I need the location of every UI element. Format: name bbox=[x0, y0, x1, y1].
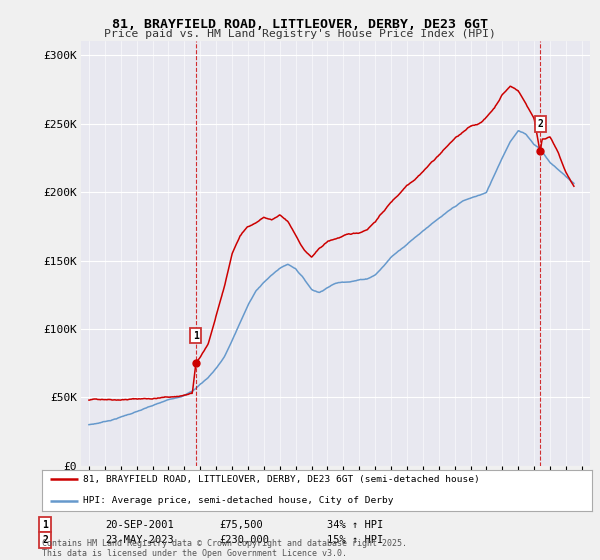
Text: Contains HM Land Registry data © Crown copyright and database right 2025.
This d: Contains HM Land Registry data © Crown c… bbox=[42, 539, 407, 558]
Text: 1: 1 bbox=[193, 330, 199, 340]
Text: 23-MAY-2023: 23-MAY-2023 bbox=[105, 535, 174, 545]
Text: HPI: Average price, semi-detached house, City of Derby: HPI: Average price, semi-detached house,… bbox=[83, 496, 394, 505]
Text: 15% ↑ HPI: 15% ↑ HPI bbox=[327, 535, 383, 545]
Text: Price paid vs. HM Land Registry's House Price Index (HPI): Price paid vs. HM Land Registry's House … bbox=[104, 29, 496, 39]
Text: 34% ↑ HPI: 34% ↑ HPI bbox=[327, 520, 383, 530]
Text: £230,000: £230,000 bbox=[219, 535, 269, 545]
Text: 20-SEP-2001: 20-SEP-2001 bbox=[105, 520, 174, 530]
Text: 1: 1 bbox=[42, 520, 48, 530]
Text: 81, BRAYFIELD ROAD, LITTLEOVER, DERBY, DE23 6GT (semi-detached house): 81, BRAYFIELD ROAD, LITTLEOVER, DERBY, D… bbox=[83, 475, 480, 484]
Text: 81, BRAYFIELD ROAD, LITTLEOVER, DERBY, DE23 6GT: 81, BRAYFIELD ROAD, LITTLEOVER, DERBY, D… bbox=[112, 18, 488, 31]
Text: £75,500: £75,500 bbox=[219, 520, 263, 530]
Text: 2: 2 bbox=[537, 119, 543, 129]
Text: 2: 2 bbox=[42, 535, 48, 545]
